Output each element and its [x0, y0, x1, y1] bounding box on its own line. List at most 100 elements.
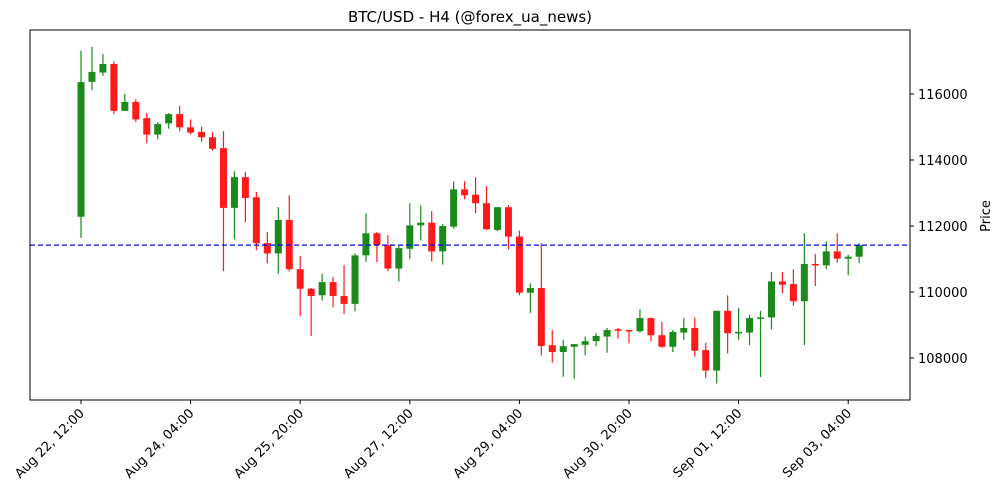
candle	[570, 344, 578, 380]
candle-body	[230, 177, 238, 208]
candle-body	[165, 114, 173, 124]
candle-body	[439, 226, 447, 252]
candle-body	[581, 341, 589, 345]
candle-body	[406, 225, 414, 249]
candle-body	[746, 318, 754, 333]
y-tick-label: 112000	[918, 220, 968, 235]
candle	[450, 181, 458, 229]
candle	[669, 329, 677, 353]
candle	[329, 277, 337, 308]
candle	[318, 273, 326, 301]
candle	[636, 309, 644, 333]
candle	[789, 269, 797, 306]
candle	[77, 50, 85, 238]
candle-body	[472, 194, 480, 204]
candle-body	[417, 222, 425, 226]
candle	[439, 224, 447, 265]
candle-body	[274, 220, 282, 254]
candle	[274, 207, 282, 274]
candle	[713, 310, 721, 384]
candle-body	[603, 329, 611, 337]
x-axis: Aug 22, 12:00 Aug 24, 04:00 Aug 25, 20:00 A…	[12, 400, 855, 482]
candle	[767, 271, 775, 330]
candle	[691, 317, 699, 357]
candle-body	[132, 101, 140, 120]
candle-body	[154, 124, 162, 135]
candle	[285, 195, 293, 272]
candle	[811, 254, 819, 287]
candle	[198, 126, 206, 142]
x-tick-label: Aug 25, 20:00	[232, 406, 308, 482]
candle-body	[713, 310, 721, 371]
candle	[406, 203, 414, 260]
candle	[241, 171, 249, 223]
candle-body	[789, 284, 797, 302]
candle	[340, 265, 348, 315]
candle	[110, 61, 118, 115]
y-tick-label: 116000	[918, 88, 968, 103]
candle-body	[241, 177, 249, 198]
candle-body	[252, 197, 260, 244]
candle-body	[767, 281, 775, 318]
candle-body	[176, 114, 184, 128]
x-tick-label: Sep 01, 12:00	[671, 406, 746, 481]
candle-body	[143, 118, 151, 135]
x-tick-label: Aug 29, 04:00	[451, 406, 527, 482]
candle	[219, 131, 227, 272]
candle-body	[778, 281, 786, 285]
candle-body	[307, 288, 315, 296]
candle-body	[318, 282, 326, 296]
candle	[757, 310, 765, 378]
candle-body	[209, 137, 217, 149]
candle	[307, 288, 315, 336]
candle	[581, 336, 589, 356]
x-tick-label: Aug 30, 20:00	[560, 406, 636, 482]
plot-area-frame	[29, 29, 911, 401]
candle-body	[187, 127, 195, 133]
candle	[493, 207, 501, 232]
x-tick-label: Aug 24, 04:00	[122, 406, 198, 482]
candle-body	[384, 245, 392, 269]
candle	[504, 205, 512, 250]
candle-body	[373, 233, 381, 246]
candle	[296, 256, 304, 317]
candle	[548, 329, 556, 363]
candle-body	[263, 243, 271, 254]
candle-body	[647, 318, 655, 336]
candle	[99, 54, 107, 76]
candle-body	[691, 327, 699, 351]
candle	[592, 333, 600, 347]
candle-body	[110, 63, 118, 111]
y-tick-label: 110000	[918, 286, 968, 301]
candle	[154, 122, 162, 140]
candle-body	[537, 288, 545, 347]
candle-body	[800, 263, 808, 302]
candle-body	[592, 335, 600, 342]
candle-body	[855, 245, 863, 257]
y-tick-label: 114000	[918, 154, 968, 169]
candle-body	[735, 331, 743, 334]
candle	[165, 113, 173, 129]
candle-body	[515, 236, 523, 293]
candle	[833, 233, 841, 263]
candle	[680, 318, 688, 340]
candle-body	[548, 345, 556, 353]
candle	[88, 46, 96, 91]
candle	[143, 112, 151, 144]
candle	[209, 131, 217, 151]
candle	[384, 235, 392, 272]
candle-body	[99, 63, 107, 73]
candle	[778, 271, 786, 294]
candle-body	[614, 329, 622, 331]
candle	[855, 243, 863, 264]
candle	[702, 342, 710, 379]
candles-group	[77, 46, 863, 384]
y-axis-label: Price	[979, 200, 994, 232]
candle-body	[461, 189, 469, 196]
y-axis-right: 108000 110000 112000 114000 116000	[910, 88, 968, 367]
candle	[230, 171, 238, 240]
candle-body	[340, 295, 348, 304]
candle	[461, 181, 469, 200]
